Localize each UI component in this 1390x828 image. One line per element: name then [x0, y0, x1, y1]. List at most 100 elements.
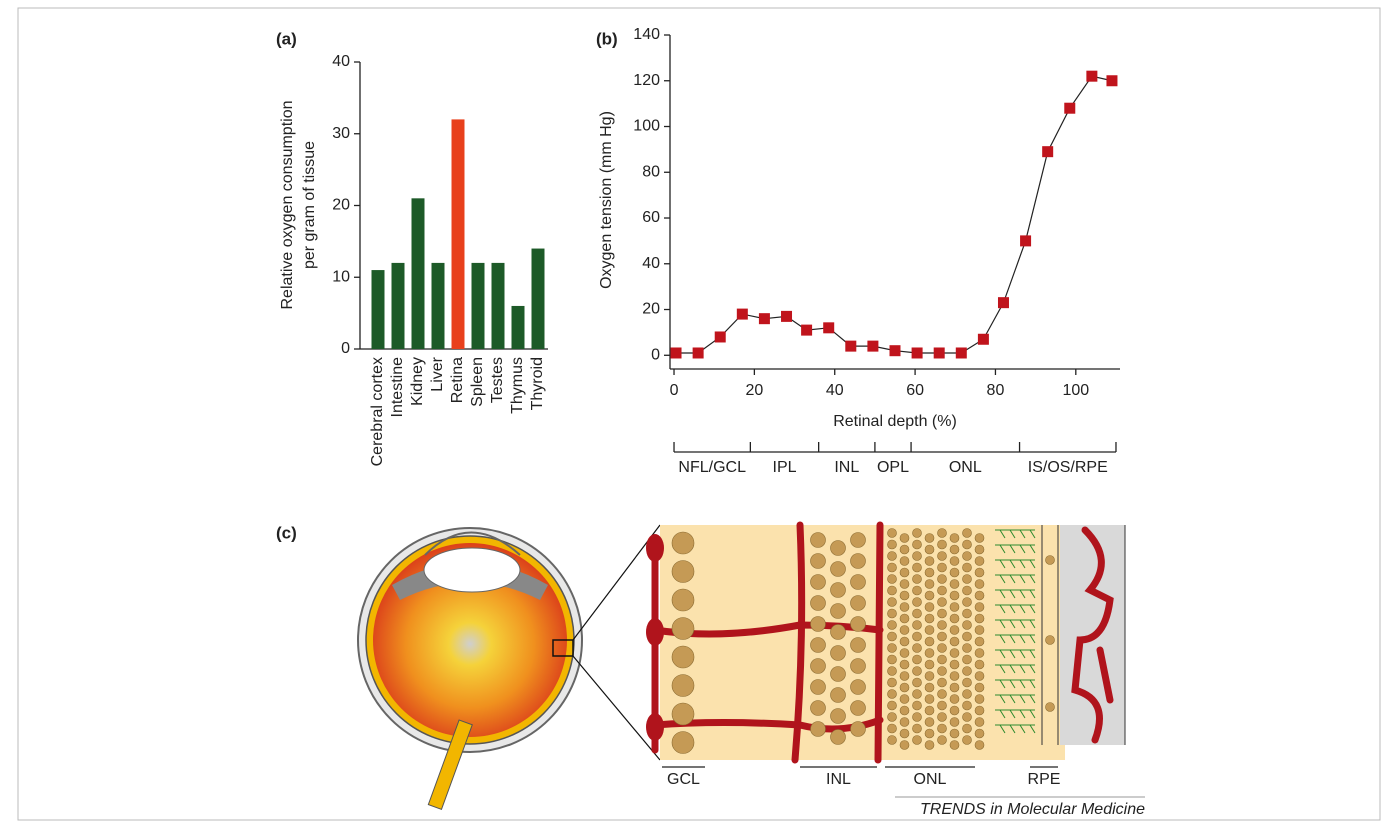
cell: [900, 591, 909, 600]
cell: [913, 563, 922, 572]
cell: [950, 729, 959, 738]
cell: [888, 609, 897, 618]
y-tick-label: 0: [341, 340, 350, 357]
cell: [900, 649, 909, 658]
data-point: [1106, 75, 1117, 86]
cell: [975, 718, 984, 727]
y-tick-label: 20: [642, 301, 660, 318]
cell: [913, 667, 922, 676]
data-point: [867, 341, 878, 352]
cell: [938, 678, 947, 687]
data-point: [671, 347, 682, 358]
cell: [925, 718, 934, 727]
x-tick-label: Thyroid: [529, 357, 546, 410]
cell: [963, 736, 972, 745]
cell: [975, 545, 984, 554]
cell: [888, 575, 897, 584]
cell: [925, 729, 934, 738]
cell: [831, 541, 846, 556]
cell: [938, 563, 947, 572]
cell: [900, 672, 909, 681]
cell: [975, 557, 984, 566]
cell: [975, 741, 984, 750]
cell: [938, 736, 947, 745]
cell: [851, 701, 866, 716]
cell: [925, 534, 934, 543]
cell: [672, 703, 694, 725]
data-point: [912, 347, 923, 358]
cell: [1046, 636, 1055, 645]
cell: [938, 529, 947, 538]
y-tick-label: 80: [642, 163, 660, 180]
cell: [851, 638, 866, 653]
cell: [913, 609, 922, 618]
cell: [938, 575, 947, 584]
x-tick-label: Liver: [429, 356, 446, 391]
cell: [900, 660, 909, 669]
layer-label: IPL: [773, 459, 797, 476]
cell: [975, 580, 984, 589]
data-point: [845, 341, 856, 352]
cell: [900, 695, 909, 704]
cell: [672, 589, 694, 611]
cell: [672, 732, 694, 754]
cell: [900, 557, 909, 566]
cell: [975, 672, 984, 681]
cell: [851, 596, 866, 611]
x-tick-label: 20: [745, 382, 763, 399]
cell: [975, 729, 984, 738]
cell: [938, 540, 947, 549]
layer-label: IS/OS/RPE: [1028, 459, 1108, 476]
cell: [950, 568, 959, 577]
cell: [888, 598, 897, 607]
x-tick-label: Spleen: [469, 357, 486, 407]
x-tick-label: Testes: [489, 357, 506, 403]
cell: [900, 637, 909, 646]
cell: [963, 690, 972, 699]
x-tick-label: Intestine: [389, 357, 406, 418]
credit: TRENDS in Molecular Medicine: [920, 801, 1145, 818]
data-point: [998, 297, 1009, 308]
bar: [432, 263, 445, 349]
cell: [963, 598, 972, 607]
cell: [963, 529, 972, 538]
cell: [888, 678, 897, 687]
cell: [851, 617, 866, 632]
bar: [372, 270, 385, 349]
cell: [913, 736, 922, 745]
cell: [851, 722, 866, 737]
cell: [851, 659, 866, 674]
data-point: [890, 345, 901, 356]
cell: [950, 534, 959, 543]
x-tick-label: 40: [826, 382, 844, 399]
y-tick-label: 0: [651, 346, 660, 363]
x-axis-title: Retinal depth (%): [833, 413, 957, 430]
x-tick-label: 80: [987, 382, 1005, 399]
cell: [925, 660, 934, 669]
cell: [831, 583, 846, 598]
cell: [831, 562, 846, 577]
cell: [963, 621, 972, 630]
layer-label: NFL/GCL: [678, 459, 746, 476]
x-tick-label: 0: [670, 382, 679, 399]
y-axis-title: per gram of tissue: [301, 141, 318, 269]
cell: [950, 718, 959, 727]
cell: [913, 529, 922, 538]
cell: [963, 655, 972, 664]
eye-illustration: [358, 525, 660, 809]
data-point: [1086, 71, 1097, 82]
cell: [811, 533, 826, 548]
cell: [900, 534, 909, 543]
cell: [811, 680, 826, 695]
cell: [811, 575, 826, 590]
cell: [975, 683, 984, 692]
data-point: [715, 331, 726, 342]
cell: [950, 741, 959, 750]
cell: [975, 534, 984, 543]
cell: [938, 644, 947, 653]
layer-label: GCL: [667, 771, 700, 788]
cell: [1046, 703, 1055, 712]
y-tick-label: 40: [332, 53, 350, 70]
cell: [950, 557, 959, 566]
cell: [963, 713, 972, 722]
